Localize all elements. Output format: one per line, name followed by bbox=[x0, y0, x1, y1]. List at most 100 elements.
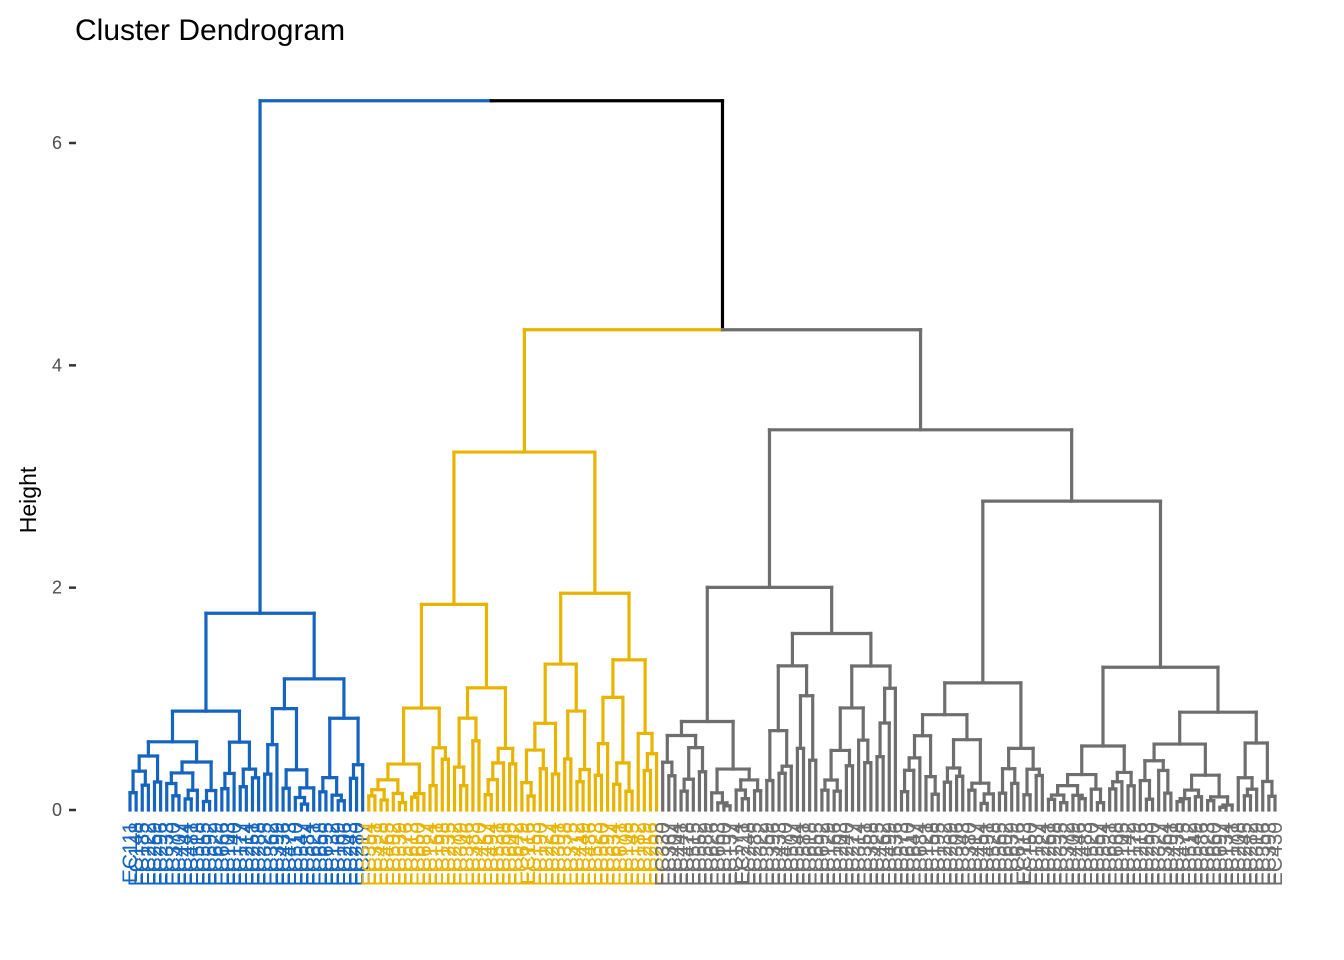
leaf-label: EC179 bbox=[1123, 822, 1146, 886]
leaf-label: EC333 bbox=[156, 822, 179, 886]
leaf-label: EC285 bbox=[744, 822, 767, 886]
leaf-label: EC592 bbox=[199, 822, 222, 886]
leaf-label: EC272 bbox=[444, 822, 467, 886]
leaf-label: EC142 bbox=[1117, 822, 1140, 886]
leaf-label: EC547 bbox=[290, 822, 313, 886]
leaf-label: EC298 bbox=[1044, 822, 1067, 886]
leaf-label: EC256 bbox=[639, 822, 662, 886]
leaf-label: EC444 bbox=[174, 822, 197, 887]
leaf-label: EC436 bbox=[272, 822, 295, 886]
leaf-label: EC407 bbox=[168, 822, 191, 886]
leaf-label: EC108 bbox=[615, 822, 638, 886]
leaf-label: EC203 bbox=[829, 822, 852, 886]
leaf-label: EC576 bbox=[395, 822, 418, 886]
leaf-label: EC140 bbox=[223, 822, 246, 886]
leaf-label: EC171 bbox=[1221, 822, 1244, 886]
leaf-label: EC166 bbox=[823, 822, 846, 886]
leaf-label: EC388 bbox=[860, 822, 883, 886]
leaf-label: EC351 bbox=[854, 822, 877, 886]
leaf-label: EC679 bbox=[511, 822, 534, 886]
leaf-label: EC158 bbox=[921, 822, 944, 886]
leaf-label: EC549 bbox=[1184, 822, 1207, 886]
leaf-label: EC536 bbox=[884, 822, 907, 886]
leaf-label: EC462 bbox=[872, 822, 895, 886]
leaf-label: EC695 bbox=[315, 822, 338, 886]
leaf-label: EC314 bbox=[848, 822, 871, 887]
leaf-label: EC676 bbox=[1007, 822, 1030, 886]
leaf-label: EC605 bbox=[499, 822, 522, 886]
leaf-label: EC327 bbox=[1148, 822, 1171, 886]
leaf-label: EC224 bbox=[1031, 822, 1054, 887]
leaf-label: EC597 bbox=[597, 822, 620, 886]
leaf-label: EC137 bbox=[719, 822, 742, 886]
leaf-label: EC222 bbox=[137, 822, 160, 886]
leaf-label: EC319 bbox=[1246, 822, 1269, 886]
leaf-label: EC359 bbox=[756, 822, 779, 886]
y-tick-label: 6 bbox=[52, 133, 62, 153]
leaf-label: EC697 bbox=[1209, 822, 1232, 886]
leaf-label: EC235 bbox=[437, 822, 460, 886]
leaf-label: EC409 bbox=[1062, 822, 1085, 886]
y-tick-label: 2 bbox=[52, 578, 62, 598]
leaf-label: EC618 bbox=[799, 822, 822, 886]
leaf-label: EC404 bbox=[664, 822, 687, 887]
leaf-label: EC380 bbox=[958, 822, 981, 886]
leaf-label: EC512 bbox=[1178, 822, 1201, 886]
leaf-label: EC457 bbox=[474, 822, 497, 886]
leaf-label: EC412 bbox=[566, 822, 589, 886]
leaf-label: EC150 bbox=[1019, 822, 1042, 886]
leaf-label: EC105 bbox=[1111, 822, 1134, 886]
dendrogram-tree bbox=[128, 99, 1277, 812]
leaf-label: EC621 bbox=[303, 822, 326, 886]
leaf-label: EC124 bbox=[419, 822, 442, 887]
leaf-label: EC113 bbox=[1013, 822, 1036, 885]
y-tick-label: 4 bbox=[52, 355, 62, 375]
leaf-label: EC494 bbox=[480, 822, 503, 887]
leaf-label: EC282 bbox=[1240, 822, 1263, 886]
leaf-label: EC565 bbox=[988, 822, 1011, 886]
leaf-label: EC399 bbox=[266, 822, 289, 886]
leaf-label: EC626 bbox=[701, 822, 724, 886]
leaf-label: EC277 bbox=[842, 822, 865, 886]
leaf-label: EC475 bbox=[1172, 822, 1195, 886]
leaf-label: EC148 bbox=[125, 822, 148, 886]
leaf-label: EC264 bbox=[541, 822, 564, 887]
leaf-label: EC245 bbox=[1233, 822, 1256, 886]
leaf-label: EC391 bbox=[364, 822, 387, 886]
leaf-label: EC510 bbox=[284, 822, 307, 886]
leaf-label: EC465 bbox=[376, 822, 399, 886]
leaf-label: EC214 bbox=[235, 822, 258, 887]
leaf-label: EC232 bbox=[933, 822, 956, 886]
leaf-label: EC560 bbox=[590, 822, 613, 886]
chart-title: Cluster Dendrogram bbox=[75, 14, 345, 47]
leaf-label: EC631 bbox=[1099, 822, 1122, 886]
leaf-label: EC586 bbox=[1191, 822, 1214, 886]
leaf-label: EC539 bbox=[388, 822, 411, 886]
leaf-label: EC438 bbox=[1166, 822, 1189, 886]
leaf-label: EC116 bbox=[517, 822, 540, 885]
leaf-label: EC420 bbox=[468, 822, 491, 886]
leaf-label: EC473 bbox=[278, 822, 301, 886]
leaf-label: EC668 bbox=[1105, 822, 1128, 886]
leaf-label: EC280 bbox=[346, 822, 369, 886]
leaf-label: EC325 bbox=[254, 822, 277, 886]
leaf-label: EC602 bbox=[995, 822, 1018, 886]
leaf-label: EC528 bbox=[982, 822, 1005, 886]
leaf-label: EC499 bbox=[878, 822, 901, 886]
leaf-label: EC470 bbox=[774, 822, 797, 886]
leaf-label: EC671 bbox=[609, 822, 632, 886]
leaf-label: EC610 bbox=[897, 822, 920, 886]
leaf-label: EC666 bbox=[211, 822, 234, 886]
leaf-label: EC356 bbox=[1252, 822, 1275, 886]
leaf-label: EC491 bbox=[976, 822, 999, 886]
leaf-label: EC446 bbox=[1068, 822, 1091, 886]
leaf-label: EC243 bbox=[339, 822, 362, 886]
leaf-label: EC417 bbox=[964, 822, 987, 886]
leaf-label: EC253 bbox=[1135, 822, 1158, 886]
leaf-label: EC322 bbox=[750, 822, 773, 886]
leaf-label: EC518 bbox=[186, 822, 209, 886]
leaf-label: EC483 bbox=[1074, 822, 1097, 886]
leaf-labels: EC111EC148EC185EC222EC259EC296EC333EC370… bbox=[119, 822, 1287, 887]
y-axis-label: Height bbox=[15, 466, 41, 533]
leaf-label: EC372 bbox=[1056, 822, 1079, 886]
